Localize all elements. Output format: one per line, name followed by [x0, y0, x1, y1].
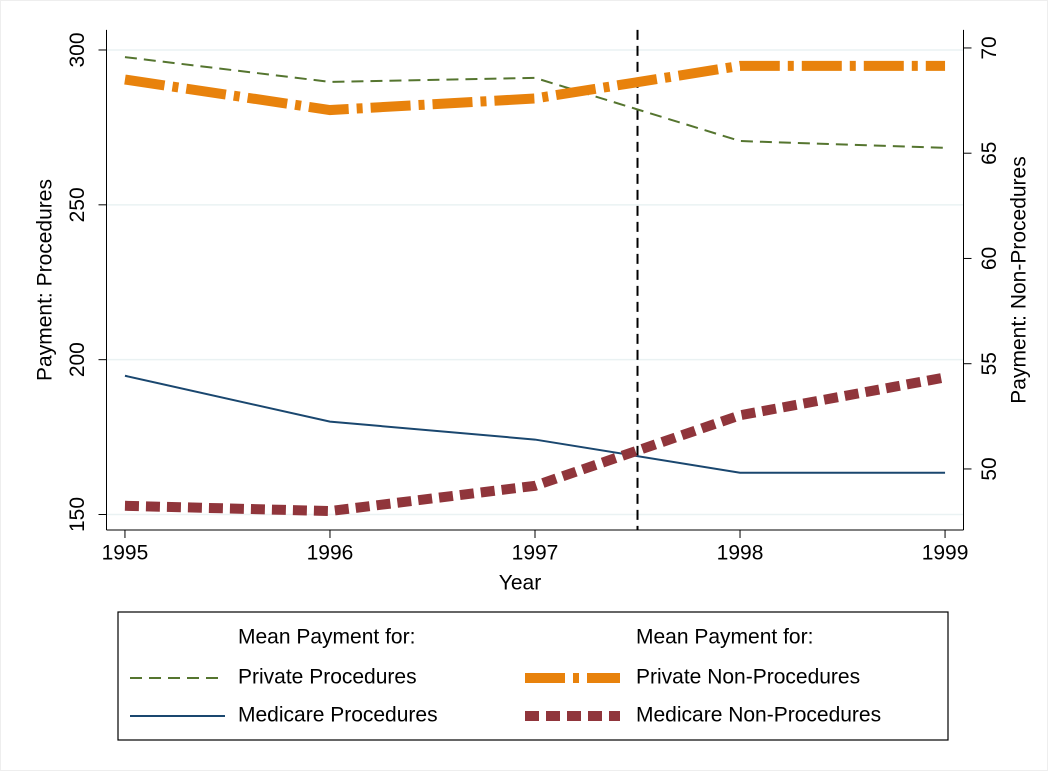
x-tick-label: 1998: [717, 542, 764, 565]
y2-tick-label: 55: [978, 352, 1001, 375]
y-tick-label: 300: [66, 32, 89, 67]
y-tick-label: 200: [66, 342, 89, 377]
x-axis-title: Year: [499, 572, 541, 595]
x-tick-label: 1996: [307, 542, 354, 565]
legend-header: Mean Payment for:: [636, 626, 813, 649]
y2-tick-label: 60: [978, 247, 1001, 270]
legend-header: Mean Payment for:: [238, 626, 415, 649]
series-line: [124, 374, 946, 474]
x-tick-label: 1999: [922, 542, 969, 565]
series-line: [124, 60, 946, 116]
y-tick-label: 150: [66, 497, 89, 532]
y2-tick-label: 70: [978, 36, 1001, 59]
legend-label: Private Procedures: [238, 666, 417, 689]
y-tick-label: 250: [66, 187, 89, 222]
series-line: [124, 56, 946, 149]
y-axis-title: Payment: Procedures: [34, 179, 57, 381]
legend-label: Medicare Procedures: [238, 704, 438, 727]
x-tick-label: 1997: [512, 542, 559, 565]
x-tick-label: 1995: [102, 542, 149, 565]
series-line: [124, 372, 946, 517]
y2-tick-label: 50: [978, 457, 1001, 480]
legend-label: Private Non-Procedures: [636, 666, 860, 689]
y2-axis-title: Payment: Non-Procedures: [1008, 156, 1031, 403]
legend-label: Medicare Non-Procedures: [636, 704, 881, 727]
y2-tick-label: 65: [978, 142, 1001, 165]
